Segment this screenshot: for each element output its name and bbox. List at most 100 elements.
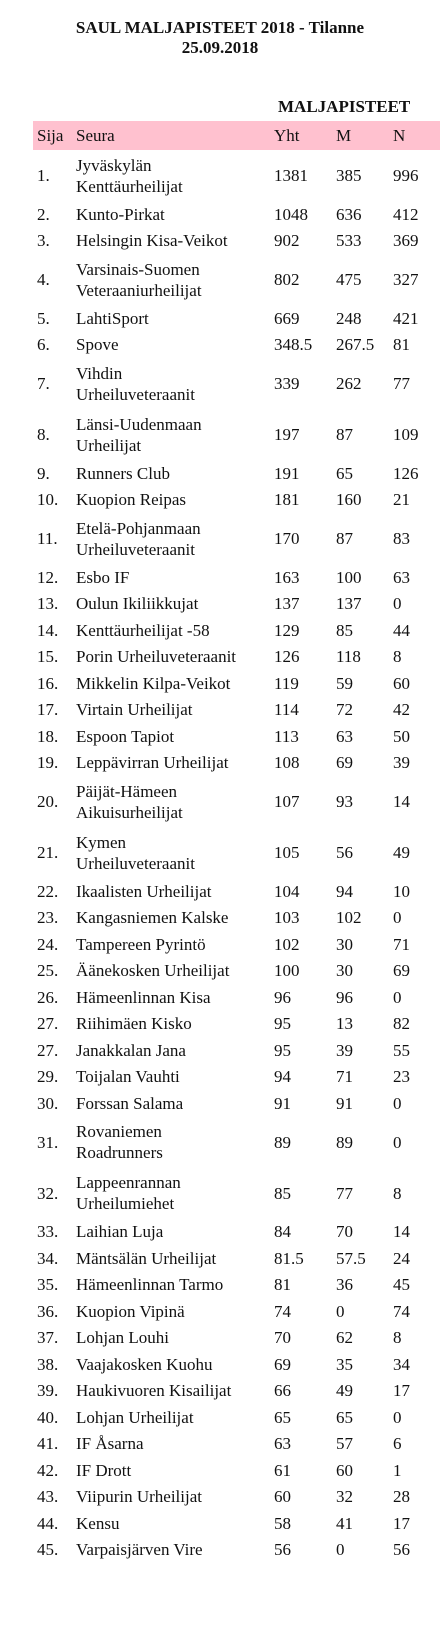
cell-sija: 32. xyxy=(37,1183,59,1203)
table-row: 18. Espoon Tapiot 113 63 50 xyxy=(33,723,440,750)
cell-yht: 669 xyxy=(274,308,300,328)
club-name-line: Kymen xyxy=(76,832,127,852)
cell-yht: 96 xyxy=(274,987,291,1007)
cell-seura: Helsingin Kisa-Veikot xyxy=(76,230,274,251)
cell-m: 93 xyxy=(336,792,353,811)
table-row: 16. Mikkelin Kilpa-Veikot 119 59 60 xyxy=(33,670,440,697)
cell-n: 81 xyxy=(393,335,410,355)
cell-seura: Vihdin Urheiluveteraanit xyxy=(76,363,274,405)
table-row: 29. Toijalan Vauhti 94 71 23 xyxy=(33,1064,440,1091)
cell-sija: 44. xyxy=(37,1513,59,1533)
cell-sija: 7. xyxy=(37,374,50,393)
cell-n: 74 xyxy=(393,1301,410,1321)
cell-m: 385 xyxy=(336,166,362,185)
cell-sija: 23. xyxy=(37,908,59,928)
club-name-line: Mäntsälän Urheilijat xyxy=(76,1248,217,1268)
cell-m: 57 xyxy=(336,1434,353,1454)
cell-sija: 40. xyxy=(37,1407,59,1427)
cell-sija: 24. xyxy=(37,934,59,954)
cell-m: 32 xyxy=(336,1487,353,1507)
cell-m: 30 xyxy=(336,961,353,981)
cell-m: 91 xyxy=(336,1093,353,1113)
cell-seura: Päijät-Hämeen Aikuisurheilijat xyxy=(76,781,274,823)
cell-m: 85 xyxy=(336,620,353,640)
cell-seura: Kensu xyxy=(76,1513,274,1534)
table-row: 31. Rovaniemen Roadrunners 89 89 0 xyxy=(33,1117,440,1168)
cell-seura: Porin Urheiluveteraanit xyxy=(76,646,274,667)
table-row: 14. Kenttäurheilijat -58 129 85 44 xyxy=(33,617,440,644)
cell-sija: 31. xyxy=(37,1132,59,1152)
header-yht: Yht xyxy=(274,125,300,145)
cell-yht: 191 xyxy=(274,463,300,483)
cell-seura: Haukivuoren Kisailijat xyxy=(76,1380,274,1401)
cell-yht: 69 xyxy=(274,1354,291,1374)
table-row: 37. Lohjan Louhi 70 62 8 xyxy=(33,1325,440,1352)
cell-sija: 25. xyxy=(37,961,59,981)
cell-sija: 3. xyxy=(37,231,50,251)
cell-n: 50 xyxy=(393,726,410,746)
cell-seura: Viipurin Urheilijat xyxy=(76,1486,274,1507)
cell-yht: 95 xyxy=(274,1040,291,1060)
club-name-line: Urheiluveteraanit xyxy=(76,539,195,559)
cell-sija: 8. xyxy=(37,425,50,444)
table-row: 7. Vihdin Urheiluveteraanit 339 262 77 xyxy=(33,358,440,409)
cell-seura: Kuopion Vipinä xyxy=(76,1301,274,1322)
cell-n: 21 xyxy=(393,490,410,510)
cell-sija: 13. xyxy=(37,594,59,614)
cell-m: 94 xyxy=(336,881,353,901)
club-name-line: Varsinais-Suomen xyxy=(76,259,200,279)
club-name-line: Urheilijat xyxy=(76,435,142,455)
header-m: M xyxy=(336,125,352,145)
cell-sija: 22. xyxy=(37,881,59,901)
cell-seura: LahtiSport xyxy=(76,308,274,329)
cell-seura: Hämeenlinnan Kisa xyxy=(76,987,274,1008)
table-row: 34. Mäntsälän Urheilijat 81.5 57.5 24 xyxy=(33,1245,440,1272)
table-row: 44. Kensu 58 41 17 xyxy=(33,1510,440,1537)
cell-sija: 6. xyxy=(37,335,50,355)
table-row: 9. Runners Club 191 65 126 xyxy=(33,460,440,487)
cell-n: 369 xyxy=(393,231,419,251)
cell-seura: Janakkalan Jana xyxy=(76,1040,274,1061)
club-name-line: Toijalan Vauhti xyxy=(76,1067,180,1087)
header-sija: Sija xyxy=(37,125,64,145)
club-name-line: Äänekosken Urheilijat xyxy=(76,961,230,981)
cell-n: 39 xyxy=(393,753,410,773)
cell-m: 475 xyxy=(336,270,362,289)
table-row: 10. Kuopion Reipas 181 160 21 xyxy=(33,487,440,514)
cell-m: 36 xyxy=(336,1275,353,1295)
cell-yht: 339 xyxy=(274,374,300,393)
cell-yht: 103 xyxy=(274,908,300,928)
cell-m: 89 xyxy=(336,1132,353,1152)
cell-seura: Äänekosken Urheilijat xyxy=(76,960,274,981)
cell-yht: 802 xyxy=(274,270,300,289)
cell-seura: Mäntsälän Urheilijat xyxy=(76,1248,274,1269)
cell-n: 996 xyxy=(393,166,419,185)
cell-sija: 27. xyxy=(37,1014,59,1034)
cell-yht: 126 xyxy=(274,647,300,667)
cell-m: 56 xyxy=(336,843,353,862)
cell-m: 0 xyxy=(336,1540,345,1560)
cell-m: 118 xyxy=(336,647,361,667)
cell-m: 87 xyxy=(336,425,353,444)
cell-seura: Forssan Salama xyxy=(76,1093,274,1114)
club-name-line: Esbo IF xyxy=(76,567,130,587)
cell-yht: 102 xyxy=(274,934,300,954)
cell-n: 60 xyxy=(393,673,410,693)
club-name-line: Urheiluveteraanit xyxy=(76,384,195,404)
table-row: 3. Helsingin Kisa-Veikot 902 533 369 xyxy=(33,228,440,255)
cell-sija: 19. xyxy=(37,753,59,773)
cell-sija: 11. xyxy=(37,529,58,548)
club-name-line: Vihdin xyxy=(76,363,123,383)
cell-yht: 129 xyxy=(274,620,300,640)
cell-sija: 10. xyxy=(37,490,59,510)
cell-sija: 38. xyxy=(37,1354,59,1374)
cell-m: 49 xyxy=(336,1381,353,1401)
cell-seura: Runners Club xyxy=(76,463,274,484)
cell-m: 636 xyxy=(336,204,362,224)
cell-sija: 45. xyxy=(37,1540,59,1560)
cell-sija: 18. xyxy=(37,726,59,746)
cell-yht: 65 xyxy=(274,1407,291,1427)
cell-n: 83 xyxy=(393,529,410,548)
table-row: 15. Porin Urheiluveteraanit 126 118 8 xyxy=(33,644,440,671)
club-name-line: Lohjan Louhi xyxy=(76,1328,170,1348)
